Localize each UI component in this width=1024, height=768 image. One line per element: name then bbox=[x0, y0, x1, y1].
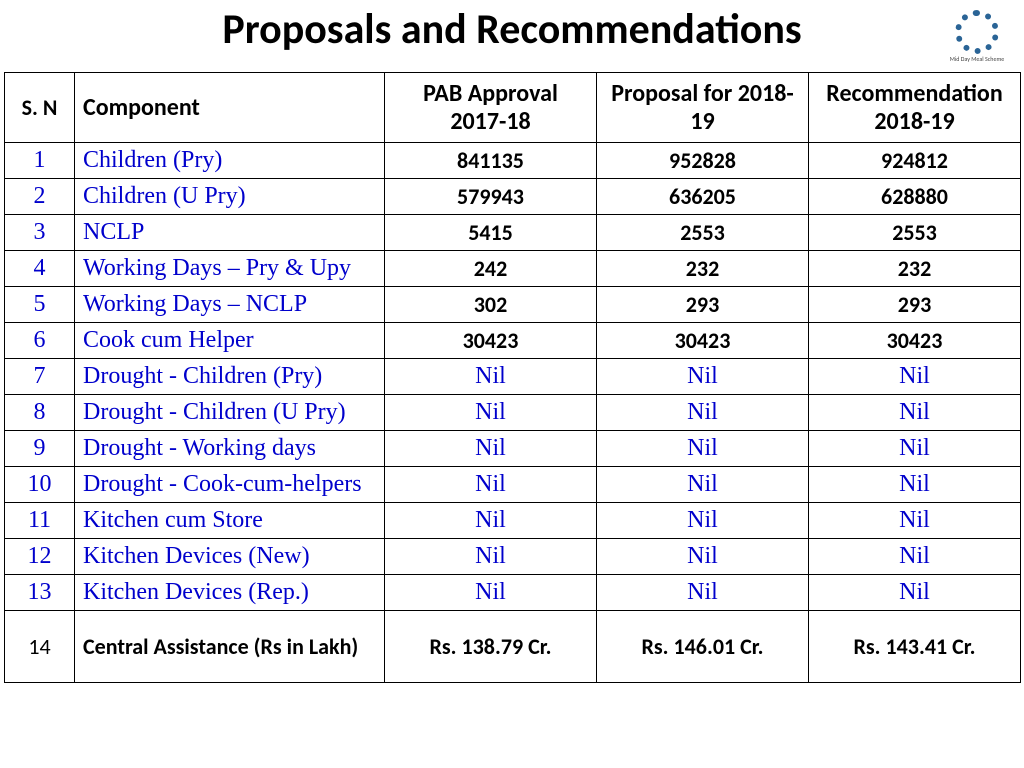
cell-value: Nil bbox=[385, 539, 597, 575]
cell-sn: 11 bbox=[5, 503, 75, 539]
cell-value: 242 bbox=[385, 251, 597, 287]
cell-value: Nil bbox=[597, 467, 809, 503]
cell-component: Kitchen Devices (New) bbox=[75, 539, 385, 575]
cell-value: 5415 bbox=[385, 215, 597, 251]
cell-value: Nil bbox=[385, 359, 597, 395]
cell-value: Nil bbox=[597, 431, 809, 467]
cell-value: Nil bbox=[385, 395, 597, 431]
logo: Mid Day Meal Scheme bbox=[942, 8, 1012, 64]
cell-value: 302 bbox=[385, 287, 597, 323]
cell-sn: 13 bbox=[5, 575, 75, 611]
table-row: 8Drought - Children (U Pry)NilNilNil bbox=[5, 395, 1021, 431]
cell-value: Nil bbox=[597, 395, 809, 431]
cell-sn: 8 bbox=[5, 395, 75, 431]
cell-component: Children (Pry) bbox=[75, 143, 385, 179]
cell-component: Drought - Working days bbox=[75, 431, 385, 467]
table-row: 9Drought - Working daysNilNilNil bbox=[5, 431, 1021, 467]
cell-component: Drought - Children (U Pry) bbox=[75, 395, 385, 431]
cell-value: 924812 bbox=[809, 143, 1021, 179]
cell-value: Nil bbox=[809, 395, 1021, 431]
cell-value: 30423 bbox=[809, 323, 1021, 359]
table-row: 11Kitchen cum StoreNilNilNil bbox=[5, 503, 1021, 539]
cell-value: 579943 bbox=[385, 179, 597, 215]
cell-value: Nil bbox=[597, 575, 809, 611]
cell-value: Nil bbox=[597, 359, 809, 395]
table-row: 3NCLP541525532553 bbox=[5, 215, 1021, 251]
cell-value: 30423 bbox=[385, 323, 597, 359]
col-proposal: Proposal for 2018-19 bbox=[597, 73, 809, 143]
logo-icon bbox=[955, 10, 999, 54]
cell-value: 30423 bbox=[597, 323, 809, 359]
cell-value: Rs. 146.01 Cr. bbox=[597, 611, 809, 683]
cell-sn: 10 bbox=[5, 467, 75, 503]
cell-value: Nil bbox=[385, 431, 597, 467]
page-title: Proposals and Recommendations bbox=[222, 4, 801, 55]
cell-sn: 9 bbox=[5, 431, 75, 467]
table-row: 6Cook cum Helper304233042330423 bbox=[5, 323, 1021, 359]
cell-component: NCLP bbox=[75, 215, 385, 251]
cell-value: 628880 bbox=[809, 179, 1021, 215]
cell-value: 293 bbox=[809, 287, 1021, 323]
cell-value: Rs. 143.41 Cr. bbox=[809, 611, 1021, 683]
cell-component: Working Days – NCLP bbox=[75, 287, 385, 323]
cell-component: Working Days – Pry & Upy bbox=[75, 251, 385, 287]
table-row: 7Drought - Children (Pry)NilNilNil bbox=[5, 359, 1021, 395]
col-sn: S. N bbox=[5, 73, 75, 143]
cell-sn: 7 bbox=[5, 359, 75, 395]
cell-value: Nil bbox=[385, 575, 597, 611]
cell-component: Kitchen Devices (Rep.) bbox=[75, 575, 385, 611]
cell-sn: 3 bbox=[5, 215, 75, 251]
cell-component: Children (U Pry) bbox=[75, 179, 385, 215]
table-row: 14Central Assistance (Rs in Lakh)Rs. 138… bbox=[5, 611, 1021, 683]
cell-sn: 2 bbox=[5, 179, 75, 215]
table-row: 5Working Days – NCLP302293293 bbox=[5, 287, 1021, 323]
table-row: 2Children (U Pry)579943636205628880 bbox=[5, 179, 1021, 215]
col-pab: PAB Approval 2017-18 bbox=[385, 73, 597, 143]
cell-value: Nil bbox=[385, 503, 597, 539]
table-header-row: S. N Component PAB Approval 2017-18 Prop… bbox=[5, 73, 1021, 143]
col-component: Component bbox=[75, 73, 385, 143]
cell-value: 636205 bbox=[597, 179, 809, 215]
cell-value: Nil bbox=[597, 503, 809, 539]
cell-sn: 4 bbox=[5, 251, 75, 287]
cell-component: Cook cum Helper bbox=[75, 323, 385, 359]
cell-value: Nil bbox=[597, 539, 809, 575]
header: Proposals and Recommendations Mid Day Me… bbox=[0, 0, 1024, 72]
cell-value: Nil bbox=[809, 359, 1021, 395]
cell-sn: 12 bbox=[5, 539, 75, 575]
cell-value: Nil bbox=[809, 467, 1021, 503]
cell-value: 232 bbox=[597, 251, 809, 287]
cell-value: Nil bbox=[809, 575, 1021, 611]
logo-caption: Mid Day Meal Scheme bbox=[950, 56, 1004, 62]
cell-sn: 6 bbox=[5, 323, 75, 359]
cell-value: Nil bbox=[385, 467, 597, 503]
cell-value: Nil bbox=[809, 431, 1021, 467]
cell-value: 2553 bbox=[809, 215, 1021, 251]
table-row: 13Kitchen Devices (Rep.)NilNilNil bbox=[5, 575, 1021, 611]
table-row: 10Drought - Cook-cum-helpersNilNilNil bbox=[5, 467, 1021, 503]
cell-value: 232 bbox=[809, 251, 1021, 287]
cell-component: Central Assistance (Rs in Lakh) bbox=[75, 611, 385, 683]
table-row: 12Kitchen Devices (New)NilNilNil bbox=[5, 539, 1021, 575]
cell-value: Nil bbox=[809, 503, 1021, 539]
cell-component: Kitchen cum Store bbox=[75, 503, 385, 539]
cell-component: Drought - Children (Pry) bbox=[75, 359, 385, 395]
col-recommendation: Recommendation 2018-19 bbox=[809, 73, 1021, 143]
cell-value: 841135 bbox=[385, 143, 597, 179]
cell-value: 952828 bbox=[597, 143, 809, 179]
cell-value: Nil bbox=[809, 539, 1021, 575]
cell-sn: 1 bbox=[5, 143, 75, 179]
cell-sn: 5 bbox=[5, 287, 75, 323]
cell-value: 2553 bbox=[597, 215, 809, 251]
cell-component: Drought - Cook-cum-helpers bbox=[75, 467, 385, 503]
proposals-table: S. N Component PAB Approval 2017-18 Prop… bbox=[4, 72, 1021, 683]
cell-sn: 14 bbox=[5, 611, 75, 683]
table-row: 4Working Days – Pry & Upy242232232 bbox=[5, 251, 1021, 287]
table-row: 1Children (Pry)841135952828924812 bbox=[5, 143, 1021, 179]
cell-value: Rs. 138.79 Cr. bbox=[385, 611, 597, 683]
cell-value: 293 bbox=[597, 287, 809, 323]
